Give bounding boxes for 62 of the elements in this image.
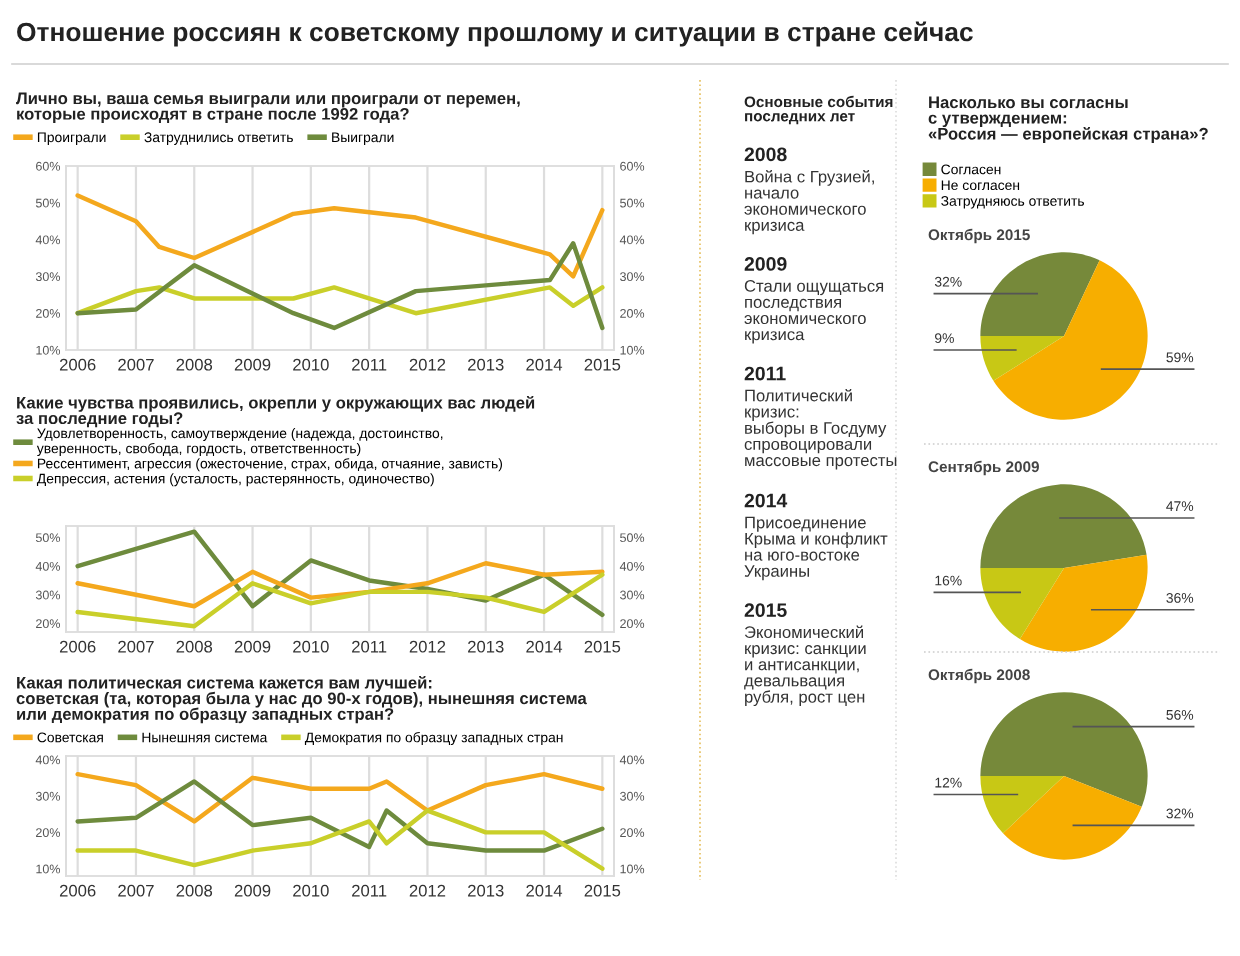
pie-slice	[1003, 776, 1142, 860]
x-tick-label: 2009	[234, 640, 271, 653]
line-series	[75, 779, 605, 853]
text: Стали ощущаться последствия экономического кризиса	[744, 280, 884, 344]
x-tick-label: 2006	[59, 358, 96, 371]
pie-slice	[1019, 554, 1148, 652]
x-tick-label: 2015	[584, 358, 621, 371]
x-tick-label: 2008	[176, 358, 213, 371]
line-series	[75, 572, 605, 629]
x-tick-label: 2014	[526, 358, 563, 371]
x-tick-label: 2006	[59, 884, 96, 897]
x-tick-label: 2006	[59, 640, 96, 653]
line-series	[75, 808, 605, 871]
line-series	[75, 561, 605, 609]
text: 2008	[744, 147, 787, 162]
chart-title: Лично вы, ваша семья выиграли или проиграли от перемен, которые происходят в стране после 1992 года?	[16, 92, 520, 124]
x-tick-label: 2007	[118, 358, 154, 371]
text: 2015	[744, 603, 787, 618]
x-tick-label: 2015	[584, 640, 621, 653]
x-tick-label: 2009	[234, 358, 271, 371]
x-tick-label: 2008	[176, 640, 213, 653]
chart-title: Насколько вы согласны с утверждением: «Россия — европейская страна»?	[928, 96, 1208, 143]
x-tick-label: 2013	[468, 358, 504, 371]
pie-slice	[980, 252, 1100, 336]
pie-slice	[980, 692, 1148, 807]
line-series	[75, 529, 605, 618]
x-tick-label: 2015	[584, 884, 621, 897]
x-tick-label: 2010	[293, 640, 329, 653]
line-series	[75, 193, 605, 279]
x-tick-label: 2007	[118, 884, 154, 897]
text: Экономический кризис: санкции и антисанкции, девальвация рубля, рост цен	[744, 625, 866, 707]
text: Присоединение Крыма и конфликт на юго-востоке Украины	[744, 516, 888, 581]
x-tick-label: 2012	[409, 640, 446, 653]
x-tick-label: 2013	[468, 884, 504, 897]
x-tick-label: 2010	[293, 884, 329, 897]
x-tick-label: 2012	[409, 884, 446, 897]
x-tick-label: 2013	[468, 640, 504, 653]
x-tick-label: 2014	[526, 884, 563, 897]
chart-title: Какая политическая система кажется вам лучшей: советская (та, которая была у нас до 90-х годов), нынешняя система или демократия по образцу западных стран?	[16, 676, 587, 724]
text: 2014	[744, 493, 788, 508]
x-tick-label: 2012	[409, 358, 446, 371]
line-series	[75, 241, 605, 331]
x-tick-label: 2010	[293, 358, 329, 371]
x-tick-label: 2014	[526, 640, 563, 653]
pie-slice	[993, 260, 1148, 420]
chart-title: Какие чувства проявились, окрепли у окружающих вас людей за последние годы?	[16, 396, 535, 428]
pie-slice	[980, 336, 1064, 381]
text: Отношение россиян к советскому прошлому и ситуации в стране сейчас	[17, 21, 973, 47]
pie-slice	[980, 776, 1064, 834]
x-tick-label: 2011	[352, 640, 387, 653]
x-tick-label: 2011	[352, 884, 387, 897]
x-tick-label: 2007	[118, 640, 154, 653]
pie-slice	[980, 484, 1147, 568]
line-series	[75, 285, 605, 316]
text: Политический кризис: выборы в Госдуму спровоцировали массовые протесты	[744, 388, 897, 470]
text: Война с Грузией, начало экономического кризиса	[744, 170, 874, 235]
line-series	[75, 771, 605, 824]
pie-slice	[980, 568, 1064, 640]
x-tick-label: 2009	[234, 884, 271, 897]
x-tick-label: 2011	[352, 358, 387, 371]
text: 2009	[744, 257, 787, 271]
x-tick-label: 2008	[176, 884, 213, 897]
